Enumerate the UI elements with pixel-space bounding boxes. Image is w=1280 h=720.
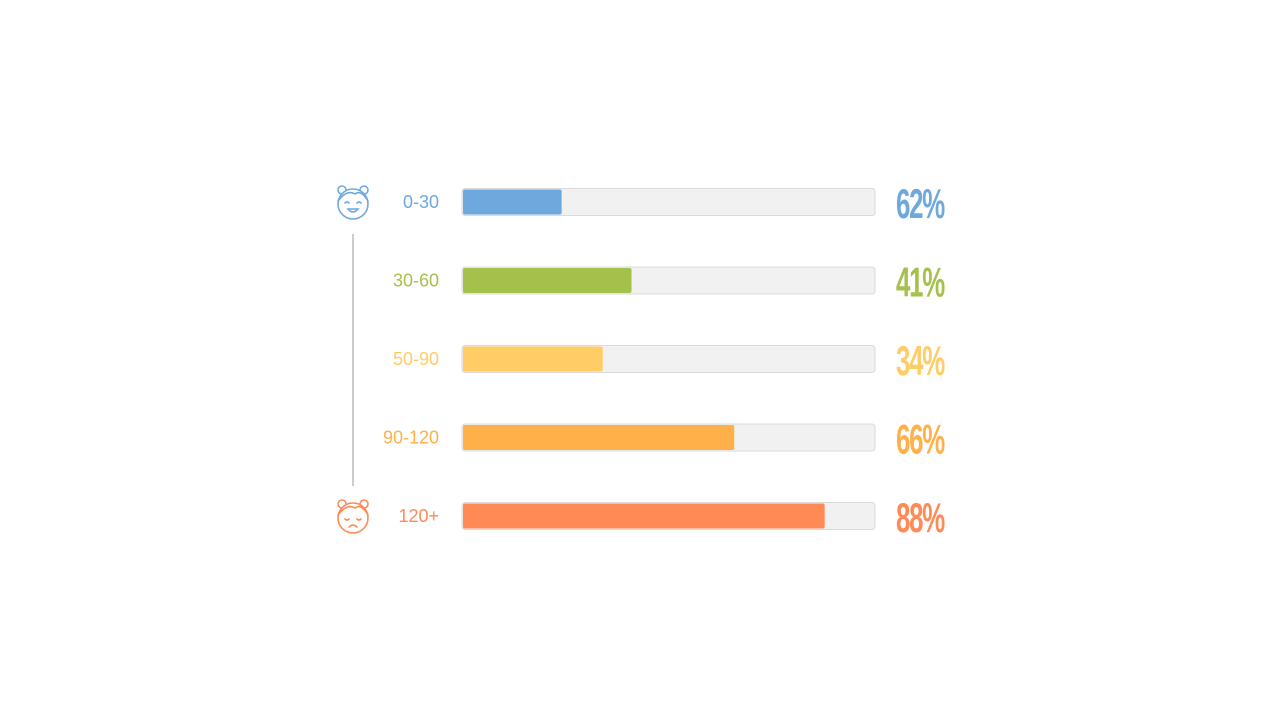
data-label: 62% [896, 180, 945, 227]
data-label: 34% [896, 337, 945, 384]
bar-track [461, 188, 876, 216]
category-label: 50-90 [393, 349, 439, 369]
bar [463, 425, 735, 450]
happy-girl-icon [337, 185, 369, 220]
bar [463, 268, 632, 293]
category-label: 0-30 [403, 192, 439, 212]
category-label: 90-120 [383, 428, 439, 448]
sad-girl-icon [337, 499, 369, 534]
category-label: 120+ [398, 506, 439, 526]
bar [463, 346, 603, 372]
data-label: 66% [896, 416, 945, 463]
category-label: 30-60 [393, 271, 439, 291]
bar [463, 503, 825, 529]
bar [463, 189, 562, 215]
data-label: 41% [896, 259, 945, 306]
data-label: 88% [896, 494, 945, 541]
